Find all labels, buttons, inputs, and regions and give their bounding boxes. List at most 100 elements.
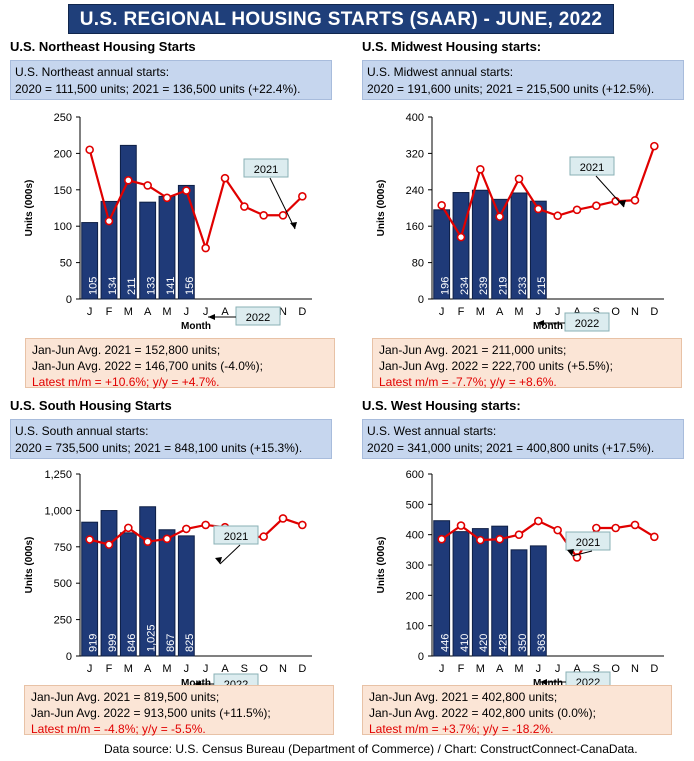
bar-2022: [158, 529, 176, 657]
latest-change-text: Latest m/m = +3.7%; y/y = -18.2%.: [369, 722, 554, 736]
x-tick-label: N: [631, 663, 639, 675]
x-tick-label: J: [555, 663, 561, 675]
line-2021-point: [259, 532, 268, 541]
legend-2021-label: 2021: [576, 537, 600, 549]
y-axis-label: Units (000s): [376, 537, 387, 594]
y-tick-label: 100: [406, 621, 424, 633]
bar-value-label: 239: [478, 277, 490, 295]
y-tick-label: 320: [406, 148, 424, 160]
annual-values: 2020 = 111,500 units; 2021 = 136,500 uni…: [15, 82, 301, 96]
annual-values: 2020 = 735,500 units; 2021 = 848,100 uni…: [15, 441, 303, 455]
y-tick-label: 200: [54, 148, 72, 160]
x-tick-label: J: [184, 306, 190, 318]
line-2021-point: [162, 534, 172, 544]
x-tick-label: O: [611, 306, 620, 318]
y-tick-label: 0: [66, 294, 72, 306]
avg-2021-text: Jan-Jun Avg. 2021 = 211,000 units;: [379, 343, 567, 357]
legend-2021-arrow: [571, 550, 593, 557]
panel-heading: U.S. West Housing starts:: [362, 398, 521, 413]
y-tick-label: 100: [54, 221, 72, 233]
bar-2022: [139, 506, 157, 657]
chart-south: Units (000s) 0 250 500 750 1,000 1,250 919 999 84…: [24, 469, 312, 693]
y-tick-label: 50: [60, 258, 72, 270]
line-2021-point: [278, 210, 288, 220]
line-2021-point: [437, 200, 446, 210]
arrow-head: [537, 320, 544, 326]
bar-value-label: 219: [498, 277, 510, 295]
bar-value-label: 234: [459, 277, 471, 295]
x-tick-label: N: [631, 306, 639, 318]
line-2021-point: [592, 523, 601, 533]
latest-change-text: Latest m/m = +10.6%; y/y = +4.7%.: [32, 375, 220, 389]
bar-2022: [529, 545, 547, 657]
line-2021-point: [476, 535, 485, 545]
latest-change-text: Latest m/m = -7.7%; y/y = +8.6%.: [379, 375, 557, 389]
y-tick-label: 300: [406, 560, 424, 572]
x-tick-label: M: [162, 306, 171, 318]
avg-2022-text: Jan-Jun Avg. 2022 = 222,700 units (+5.5%…: [379, 359, 613, 373]
line-2021-point: [630, 195, 640, 205]
bar-value-label: 919: [88, 634, 100, 652]
line-2021-point: [201, 520, 210, 530]
bar-2022: [510, 549, 528, 657]
x-tick-label: A: [573, 306, 581, 318]
line-2021-point: [298, 192, 307, 201]
bar-value-label: 1,025: [146, 624, 158, 652]
line-2021-point: [201, 243, 210, 253]
x-tick-label: D: [650, 306, 658, 318]
bar-value-label: 825: [184, 634, 196, 652]
y-tick-label: 1,000: [44, 505, 72, 517]
line-2021-point: [553, 525, 562, 535]
panel-heading: U.S. Midwest Housing starts:: [362, 39, 542, 54]
legend-2022-callout: [564, 312, 610, 332]
data-source-note: Data source: U.S. Census Bureau (Departm…: [104, 742, 638, 756]
x-tick-label: D: [298, 306, 306, 318]
line-2021-point: [278, 514, 288, 523]
line-2021-point: [220, 173, 230, 183]
avg-2021-text: Jan-Jun Avg. 2021 = 402,800 units;: [369, 690, 558, 704]
y-tick-label: 0: [418, 651, 424, 663]
x-tick-label: S: [593, 663, 600, 675]
avg-2021-text: Jan-Jun Avg. 2021 = 819,500 units;: [31, 690, 220, 704]
x-tick-label: N: [279, 306, 287, 318]
line-2021-point: [592, 201, 601, 211]
panel-heading: U.S. South Housing Starts: [10, 398, 172, 413]
bar-2022: [139, 201, 157, 300]
y-tick-label: 400: [406, 530, 424, 542]
x-tick-label: J: [439, 663, 445, 675]
annual-starts-box: U.S. Northeast annual starts: 2020 = 111…: [10, 60, 332, 100]
arrow-head: [540, 679, 547, 685]
y-tick-label: 240: [406, 185, 424, 197]
avg-box: Jan-Jun Avg. 2021 = 819,500 units; Jan-J…: [24, 685, 334, 736]
line-2021-point: [630, 520, 640, 530]
legend-2021-arrow: [595, 175, 625, 208]
x-tick-label: F: [458, 306, 465, 318]
avg-2021-text: Jan-Jun Avg. 2021 = 152,800 units;: [32, 343, 221, 357]
avg-box: Jan-Jun Avg. 2021 = 402,800 units; Jan-J…: [362, 685, 672, 736]
x-tick-label: J: [536, 663, 542, 675]
x-tick-label: M: [514, 663, 523, 675]
panel-midwest: U.S. Midwest Housing starts: U.S. Midwes…: [362, 39, 690, 389]
y-tick-label: 150: [54, 185, 72, 197]
bar-2022: [491, 525, 509, 657]
line-2021-point: [650, 141, 659, 151]
legend-2021-label: 2021: [224, 531, 248, 543]
legend-2021-callout: [565, 531, 611, 551]
y-tick-label: 0: [418, 294, 424, 306]
bar-value-label: 133: [146, 277, 158, 295]
line-2021-point: [124, 176, 133, 185]
x-tick-label: M: [162, 663, 171, 675]
x-tick-label: M: [476, 306, 485, 318]
x-tick-label: S: [593, 306, 600, 318]
x-tick-label: A: [496, 306, 504, 318]
annual-label: U.S. Midwest annual starts:: [367, 65, 514, 79]
x-tick-label: F: [106, 306, 113, 318]
bar-value-label: 215: [536, 277, 548, 295]
x-tick-label: J: [87, 306, 93, 318]
line-2021-point: [650, 532, 659, 542]
avg-2022-text: Jan-Jun Avg. 2022 = 146,700 units (-4.0%…: [32, 359, 263, 373]
bar-value-label: 420: [478, 634, 490, 652]
legend-2021-callout: [569, 156, 615, 176]
chart-northeast: Units (000s) 0 50 100 150 200 250 105 134 211 133 1…: [24, 112, 312, 332]
arrow-head: [619, 200, 626, 207]
